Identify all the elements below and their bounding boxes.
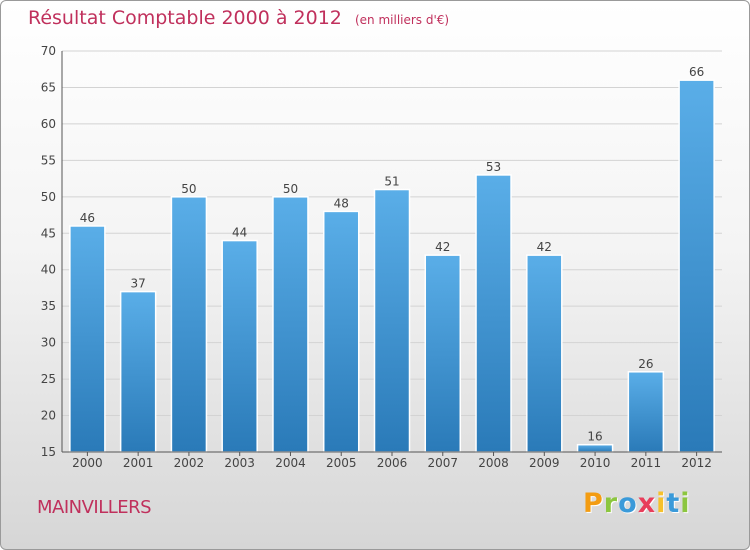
chart-title: Résultat Comptable 2000 à 2012: [28, 7, 342, 29]
data-label-2012: 66: [689, 65, 704, 79]
data-label-2007: 42: [435, 240, 450, 254]
town-name: MAINVILLERS: [37, 497, 152, 518]
data-label-2008: 53: [486, 160, 501, 174]
proxiti-logo: Proxiti: [583, 488, 691, 519]
data-label-2006: 51: [384, 175, 399, 189]
x-tick-label-2003: 2003: [224, 456, 255, 470]
axes: 15 20 25 30 35 40 45 50 55 60 65 70 2000 2001 2002 2003…: [41, 44, 722, 470]
data-label-2002: 50: [181, 182, 196, 196]
y-tick-label: 40: [41, 263, 56, 277]
y-tick-label: 25: [41, 372, 56, 386]
y-tick-label: 70: [41, 44, 56, 58]
data-label-2003: 44: [232, 226, 247, 240]
x-tick-label-2000: 2000: [72, 456, 103, 470]
x-tick-label-2007: 2007: [427, 456, 458, 470]
title-row: Résultat Comptable 2000 à 2012 (en milli…: [28, 7, 449, 29]
y-tick-label: 15: [41, 445, 56, 459]
bar-2000: [69, 225, 106, 453]
data-label-2005: 48: [334, 196, 349, 210]
x-tick-label-2011: 2011: [631, 456, 662, 470]
x-tick-label-2009: 2009: [529, 456, 560, 470]
data-labels: 46 37 50 44 50 48 51 42 53 42 16 26 66: [80, 65, 705, 444]
bar-2002: [170, 196, 208, 453]
bar-2010: [576, 443, 614, 453]
x-tick-label-2010: 2010: [580, 456, 611, 470]
x-tick-label-2012: 2012: [681, 456, 712, 470]
y-tick-label: 30: [41, 336, 56, 350]
bar-2005: [322, 210, 360, 453]
y-tick-label: 65: [41, 80, 56, 94]
y-tick-label: 50: [41, 190, 56, 204]
data-label-2011: 26: [638, 357, 653, 371]
logo-letter: i: [680, 488, 691, 519]
data-label-2010: 16: [587, 430, 602, 444]
bar-2006: [373, 188, 411, 453]
y-tick-label: 45: [41, 226, 56, 240]
x-tick-label-2005: 2005: [326, 456, 357, 470]
x-tick-label-2006: 2006: [377, 456, 408, 470]
data-label-2004: 50: [283, 182, 298, 196]
data-label-2009: 42: [537, 240, 552, 254]
bar-2003: [221, 239, 258, 453]
y-tick-label: 60: [41, 117, 56, 131]
x-tick-label-2001: 2001: [123, 456, 154, 470]
bar-2009: [526, 254, 563, 453]
data-label-2000: 46: [80, 211, 95, 225]
bar-2004: [272, 196, 309, 453]
bars: [69, 79, 715, 453]
chart-subtitle: (en milliers d'€): [354, 13, 450, 27]
y-tick-label: 55: [41, 153, 56, 167]
logo-letter: x: [637, 488, 657, 519]
x-tick-label-2004: 2004: [275, 456, 306, 470]
logo-letter: t: [666, 488, 681, 519]
y-tick-label: 35: [41, 299, 56, 313]
logo-letter: o: [618, 488, 638, 519]
logo-letter: r: [603, 488, 619, 519]
logo-letter: P: [583, 488, 604, 519]
data-label-2001: 37: [131, 277, 146, 291]
bar-2008: [475, 174, 512, 453]
x-tick-label-2008: 2008: [478, 456, 509, 470]
bar-2001: [119, 290, 157, 453]
bar-2011: [627, 371, 665, 453]
y-tick-label: 20: [41, 409, 56, 423]
x-tick-label-2002: 2002: [174, 456, 205, 470]
logo-letter: i: [656, 488, 667, 519]
bar-2012: [678, 79, 715, 453]
bar-2007: [424, 254, 462, 453]
